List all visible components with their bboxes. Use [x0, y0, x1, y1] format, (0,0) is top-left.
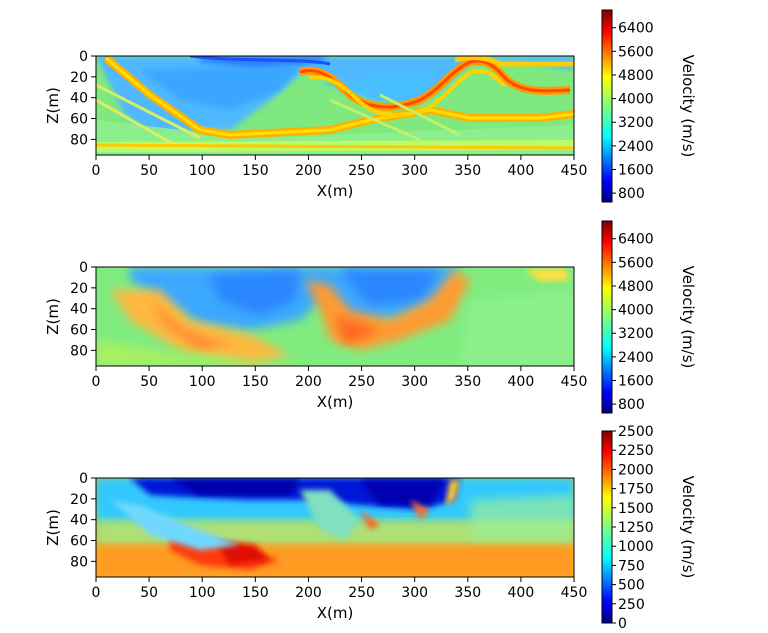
colorbar-gradient [601, 430, 613, 624]
y-tick-label: 60 [70, 534, 88, 550]
colorbar-1: 800 1600 2400 3200 4000 4800 5600 6400 Velocity … [601, 9, 697, 203]
colorbar-tick-label: 500 [618, 578, 645, 594]
y-tick-label: 40 [70, 91, 88, 107]
x-tick-label: 50 [140, 374, 158, 390]
colorbar-tick-label: 4000 [618, 92, 654, 108]
y-tick-label: 40 [70, 302, 88, 318]
heatmap-true-model [96, 56, 574, 155]
x-tick-label: 200 [295, 163, 322, 179]
x-tick-label: 50 [140, 585, 158, 601]
colorbar-tick-label: 2400 [618, 139, 654, 155]
colorbar-tick-label: 6400 [618, 232, 654, 248]
y-tick-label: 0 [79, 260, 88, 276]
colorbar-tick-label: 4000 [618, 303, 654, 319]
x-tick-label: 100 [189, 585, 216, 601]
x-tick-label: 450 [561, 585, 588, 601]
heatmap-inverted-model [96, 267, 574, 366]
colorbar-tick-label: 2500 [618, 424, 654, 440]
x-tick-label: 150 [242, 163, 269, 179]
axes-panel-2: 0 50 100 150 200 250 300 350 400 450 0 20 40 60 80 X(m)… [44, 260, 587, 411]
heatmap-error-model [96, 478, 574, 577]
colorbar-tick-label: 0 [618, 616, 627, 632]
y-tick-label: 80 [70, 132, 88, 148]
y-tick-label: 60 [70, 323, 88, 339]
y-axis-label: Z(m) [44, 87, 62, 124]
x-tick-label: 300 [401, 374, 428, 390]
y-tick-label: 0 [79, 471, 88, 487]
colorbar-tick-label: 5600 [618, 255, 654, 271]
colorbar-tick-label: 6400 [618, 21, 654, 37]
colorbar-tick-label: 1000 [618, 539, 654, 555]
colorbar-tick-label: 5600 [618, 44, 654, 60]
x-tick-label: 350 [454, 163, 481, 179]
axes-panel-3: 0 50 100 150 200 250 300 350 400 450 0 20 40 60 80 X(m)… [44, 471, 587, 622]
x-tick-label: 200 [295, 374, 322, 390]
x-tick-label: 450 [561, 163, 588, 179]
x-tick-label: 250 [348, 585, 375, 601]
x-tick-label: 0 [92, 374, 101, 390]
colorbar-tick-label: 2400 [618, 350, 654, 366]
colorbar-tick-label: 800 [618, 186, 645, 202]
colorbar-tick-label: 4800 [618, 279, 654, 295]
x-tick-label: 400 [508, 374, 535, 390]
x-axis-label: X(m) [317, 182, 354, 200]
y-tick-label: 60 [70, 112, 88, 128]
x-tick-label: 400 [508, 163, 535, 179]
colorbar-tick-label: 1600 [618, 163, 654, 179]
x-tick-label: 100 [189, 163, 216, 179]
y-tick-label: 40 [70, 513, 88, 529]
colorbar-tick-label: 750 [618, 558, 645, 574]
x-tick-label: 300 [401, 585, 428, 601]
colorbar-tick-label: 2250 [618, 443, 654, 459]
colorbar-tick-label: 1500 [618, 501, 654, 517]
y-tick-label: 20 [70, 492, 88, 508]
x-tick-label: 350 [454, 374, 481, 390]
x-tick-label: 350 [454, 585, 481, 601]
colorbar-tick-label: 1600 [618, 374, 654, 390]
plot-frame [95, 55, 575, 156]
x-axis-label: X(m) [317, 604, 354, 622]
colorbar-tick-label: 3200 [618, 326, 654, 342]
y-tick-label: 20 [70, 281, 88, 297]
x-tick-label: 250 [348, 374, 375, 390]
y-axis-label: Z(m) [44, 298, 62, 335]
colorbar-tick-label: 800 [618, 397, 645, 413]
x-tick-label: 0 [92, 163, 101, 179]
colorbar-tick-label: 4800 [618, 68, 654, 84]
x-tick-label: 150 [242, 374, 269, 390]
colorbar-3: 0 250 500 750 1000 1250 1500 1750 2000 2250 2500 Ve… [601, 424, 697, 632]
colorbar-tick-label: 2000 [618, 462, 654, 478]
x-tick-label: 50 [140, 163, 158, 179]
x-tick-label: 250 [348, 163, 375, 179]
x-tick-label: 100 [189, 374, 216, 390]
plot-frame [95, 477, 575, 578]
colorbar-gradient [601, 220, 613, 414]
x-tick-label: 400 [508, 585, 535, 601]
colorbar-gradient [601, 9, 613, 203]
x-tick-label: 0 [92, 585, 101, 601]
y-tick-label: 80 [70, 554, 88, 570]
x-tick-label: 300 [401, 163, 428, 179]
x-tick-label: 450 [561, 374, 588, 390]
colorbar-label: Velocity (m/s) [679, 476, 697, 579]
x-tick-label: 150 [242, 585, 269, 601]
colorbar-tick-label: 250 [618, 597, 645, 613]
y-tick-label: 20 [70, 70, 88, 86]
colorbar-tick-label: 3200 [618, 115, 654, 131]
y-tick-label: 0 [79, 49, 88, 65]
y-tick-label: 80 [70, 343, 88, 359]
x-axis-label: X(m) [317, 393, 354, 411]
colorbar-2: 800 1600 2400 3200 4000 4800 5600 6400 Velocity … [601, 220, 697, 414]
plot-frame [95, 266, 575, 367]
axes-panel-1: 0 50 100 150 200 250 300 350 400 450 0 20 40 60 80 X(m)… [44, 49, 587, 200]
x-tick-label: 200 [295, 585, 322, 601]
y-axis-label: Z(m) [44, 509, 62, 546]
colorbar-label: Velocity (m/s) [679, 266, 697, 369]
colorbar-label: Velocity (m/s) [679, 55, 697, 158]
colorbar-tick-label: 1250 [618, 520, 654, 536]
colorbar-tick-label: 1750 [618, 482, 654, 498]
